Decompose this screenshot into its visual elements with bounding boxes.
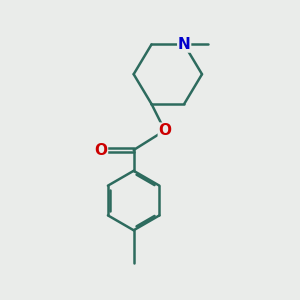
Text: N: N	[178, 37, 190, 52]
Text: O: O	[94, 142, 107, 158]
Text: O: O	[158, 123, 171, 138]
